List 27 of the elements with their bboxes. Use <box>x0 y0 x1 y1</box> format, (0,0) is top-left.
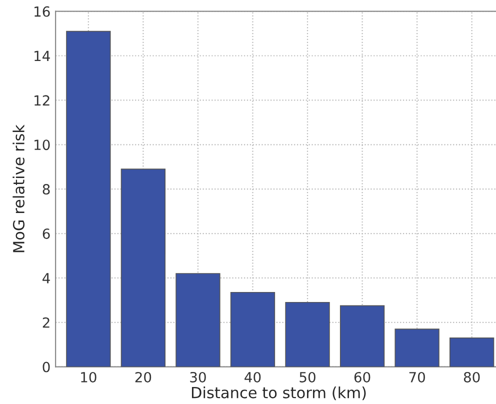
bar <box>285 302 330 367</box>
y-axis-title: MoG relative risk <box>12 124 24 252</box>
x-tick-label: 80 <box>464 372 480 382</box>
y-tick-label: 16 <box>34 6 50 17</box>
x-tick-label: 70 <box>409 372 425 382</box>
x-axis-title: Distance to storm (km) <box>192 386 366 400</box>
y-tick-label: 6 <box>42 228 50 239</box>
x-tick-label: 30 <box>190 372 206 382</box>
bar <box>340 305 385 367</box>
bar <box>176 273 220 367</box>
bar <box>450 338 494 367</box>
x-tick-label: 20 <box>135 372 152 382</box>
bar <box>394 328 440 367</box>
y-tick-label: 12 <box>34 95 50 106</box>
y-tick-label: 0 <box>42 362 50 372</box>
x-tick-label: 60 <box>354 372 370 382</box>
y-tick-label: 10 <box>34 140 50 150</box>
x-tick-label: 50 <box>300 372 316 382</box>
x-tick-label: 40 <box>244 372 261 382</box>
bar <box>230 292 276 367</box>
y-tick-label: 2 <box>42 317 50 328</box>
y-tick-label: 8 <box>42 184 50 195</box>
y-tick-label: 4 <box>42 273 50 284</box>
x-tick-label: 10 <box>81 372 96 382</box>
bar <box>66 30 111 367</box>
y-tick-label: 14 <box>34 50 50 62</box>
bar <box>120 168 166 367</box>
